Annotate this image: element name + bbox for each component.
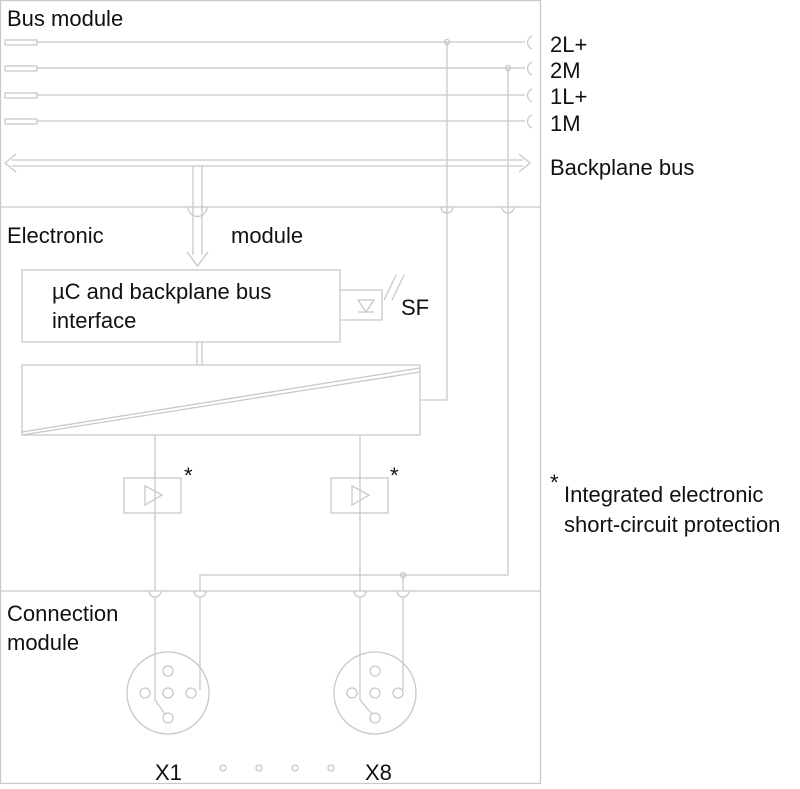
section-title: Connection bbox=[7, 601, 118, 626]
section-title: Bus module bbox=[7, 6, 123, 31]
footnote-text: short-circuit protection bbox=[564, 512, 780, 537]
terminal-label: 1M bbox=[550, 111, 581, 136]
section-title: module bbox=[231, 223, 303, 248]
footnote-marker: * bbox=[550, 470, 559, 495]
bus-label: Backplane bus bbox=[550, 155, 694, 180]
section-title: Electronic bbox=[7, 223, 104, 248]
terminal-label: 1L+ bbox=[550, 84, 587, 109]
connector-label: X8 bbox=[365, 760, 392, 784]
footnote-text: Integrated electronic bbox=[564, 482, 763, 507]
section-title: module bbox=[7, 630, 79, 655]
footnote-marker: * bbox=[390, 463, 399, 488]
footnote-marker: * bbox=[184, 463, 193, 488]
controller-label: interface bbox=[52, 308, 136, 333]
terminal-label: 2M bbox=[550, 58, 581, 83]
led-label: SF bbox=[401, 295, 429, 320]
terminal-label: 2L+ bbox=[550, 32, 587, 57]
supply-lines bbox=[3, 35, 533, 772]
controller-label: µC and backplane bus bbox=[52, 279, 271, 304]
connector-label: X1 bbox=[155, 760, 182, 784]
